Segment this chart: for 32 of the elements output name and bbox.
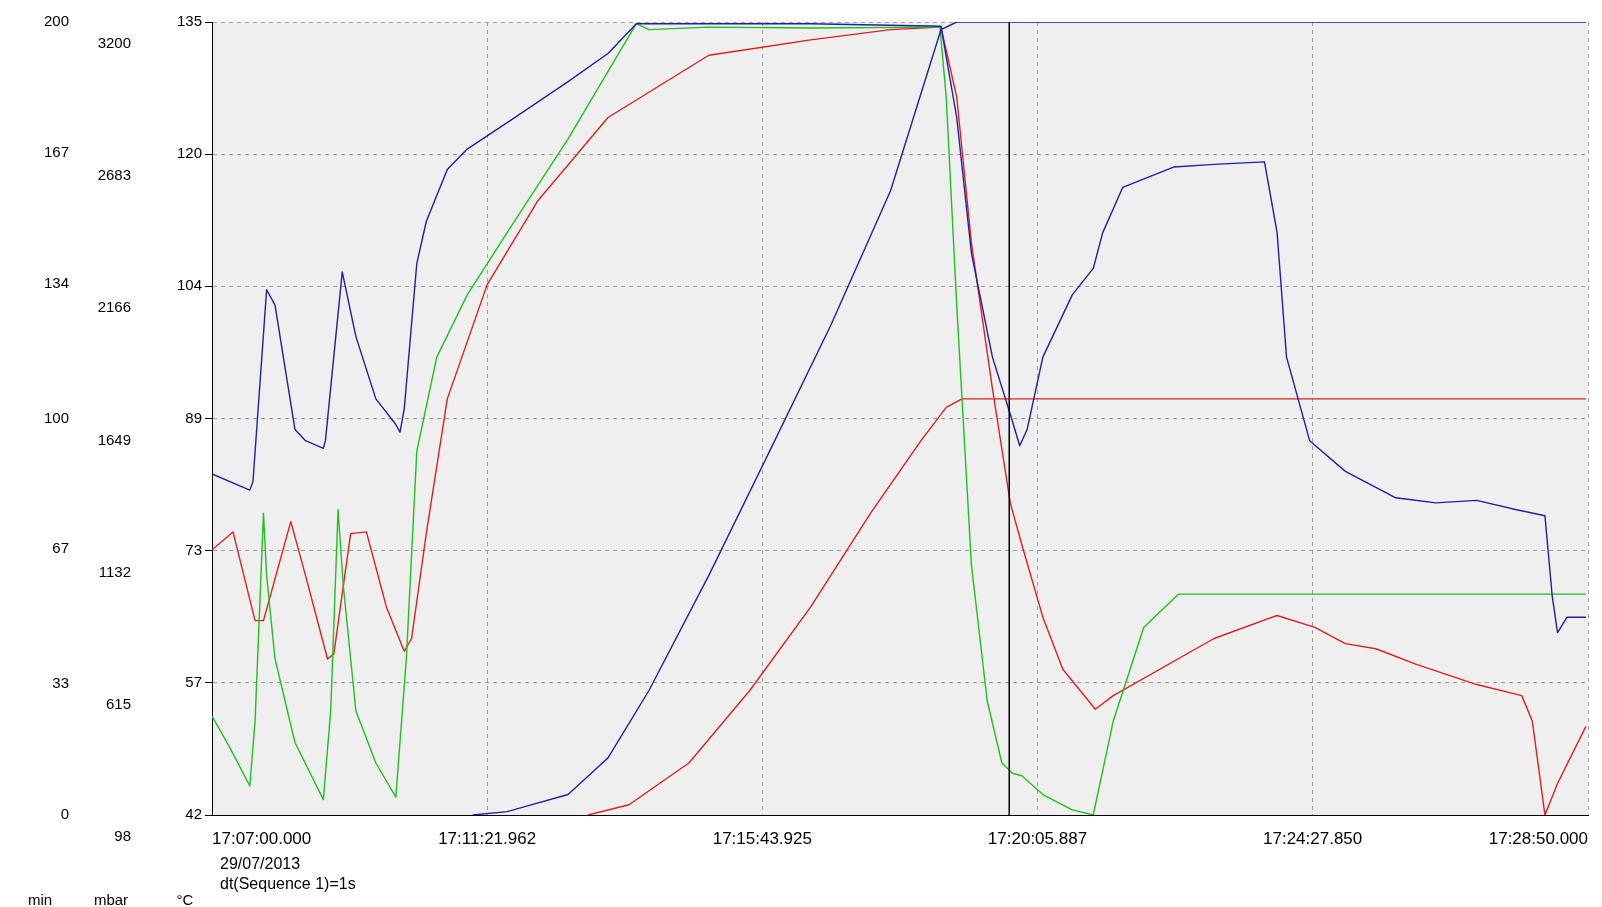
y-tick-label: 104 [176, 276, 202, 294]
y2-axis-title: min [27, 890, 53, 907]
y3-tick-label: 615 [105, 694, 131, 712]
y-tick-label: 57 [185, 672, 202, 690]
y3-tick-label: 2683 [97, 166, 131, 184]
y3-tick-label: 98 [114, 827, 131, 845]
y3-tick-label: 3200 [97, 34, 131, 52]
y-tick-label: 42 [185, 805, 202, 823]
y-axis-title: °C [176, 890, 194, 907]
y-tick-label: 73 [185, 540, 202, 558]
y3-tick-label: 2166 [97, 298, 131, 316]
y2-tick-label: 0 [60, 805, 69, 823]
y2-tick-label: 167 [43, 142, 69, 160]
x-tick-label: 17:07:00.000 [212, 828, 312, 848]
y-tick-label: 89 [185, 408, 202, 426]
y2-tick-label: 134 [43, 273, 69, 291]
text: dt(Sequence 1)=1s [220, 875, 356, 893]
x-tick-label: 17:11:21.962 [438, 828, 537, 848]
x-tick-label: 17:28:50.000 [1488, 828, 1588, 848]
y-tick-label: 120 [176, 144, 202, 162]
y3-tick-label: 1649 [97, 430, 131, 448]
y3-axis-title: mbar [93, 890, 129, 907]
y-tick-label: 135 [176, 12, 202, 30]
y3-tick-label: 1132 [98, 562, 131, 580]
text: 29/07/2013 [220, 855, 301, 873]
y2-tick-label: 67 [52, 539, 69, 557]
y2-tick-label: 200 [43, 12, 69, 30]
x-tick-label: 17:20:05.887 [987, 828, 1088, 848]
y2-tick-label: 100 [43, 408, 69, 426]
x-tick-label: 17:15:43.925 [712, 828, 812, 848]
x-tick-label: 17:24:27.850 [1263, 828, 1363, 848]
y2-tick-label: 33 [52, 674, 69, 692]
